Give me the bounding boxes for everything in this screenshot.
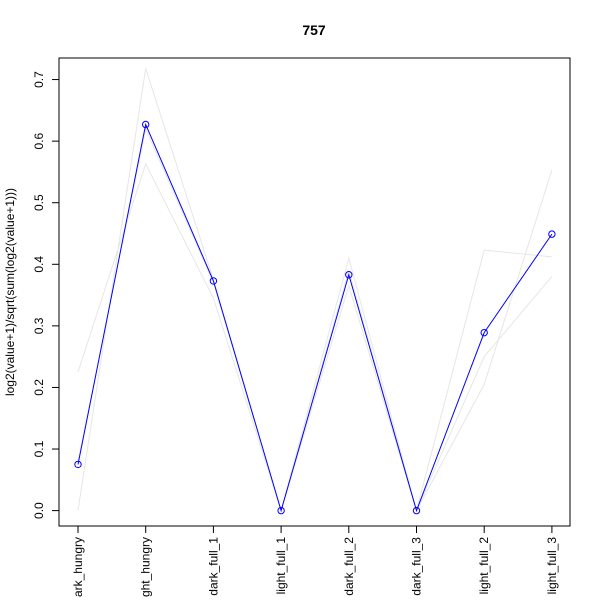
- y-tick-label: 0.2: [32, 379, 46, 396]
- data-point: [548, 230, 556, 238]
- x-tick-label: dark_full_2: [342, 537, 356, 596]
- data-point: [345, 271, 353, 279]
- background-series-line: [77, 162, 553, 513]
- y-tick-label: 0.1: [32, 440, 46, 457]
- x-tick-label: light_full_2: [477, 537, 491, 595]
- x-tick-label: ght_hungry: [139, 537, 153, 597]
- background-series-line: [77, 68, 552, 513]
- y-tick-label: 0.6: [32, 132, 46, 149]
- highlight-series-line: [77, 122, 553, 513]
- x-tick-label: dark_full_1: [206, 537, 220, 596]
- x-tick-label: light_full_1: [274, 537, 288, 595]
- y-tick-label: 0.5: [32, 194, 46, 211]
- chart-title: 757: [302, 22, 326, 38]
- x-tick-label: light_full_3: [545, 537, 559, 595]
- background-series-line: [77, 127, 553, 513]
- background-series-layer: [77, 68, 553, 513]
- data-point: [277, 506, 285, 515]
- data-point: [412, 506, 421, 515]
- y-tick-label: 0.4: [32, 256, 46, 273]
- y-tick-label: 0.3: [32, 317, 46, 334]
- highlight-series-layer: [74, 120, 556, 515]
- data-point: [142, 120, 150, 129]
- x-tick-label: ark_hungry: [71, 537, 85, 597]
- data-point: [209, 277, 218, 285]
- x-tick-label: dark_full_3: [410, 537, 424, 596]
- y-tick-label: 0.7: [32, 71, 46, 88]
- y-tick-label: 0.0: [32, 502, 46, 519]
- y-axis-label: log2(value+1)/sqrt(sum(log2(value+1))): [3, 188, 17, 396]
- data-point: [480, 328, 488, 337]
- data-point: [74, 460, 82, 469]
- plot-frame: [58, 57, 571, 527]
